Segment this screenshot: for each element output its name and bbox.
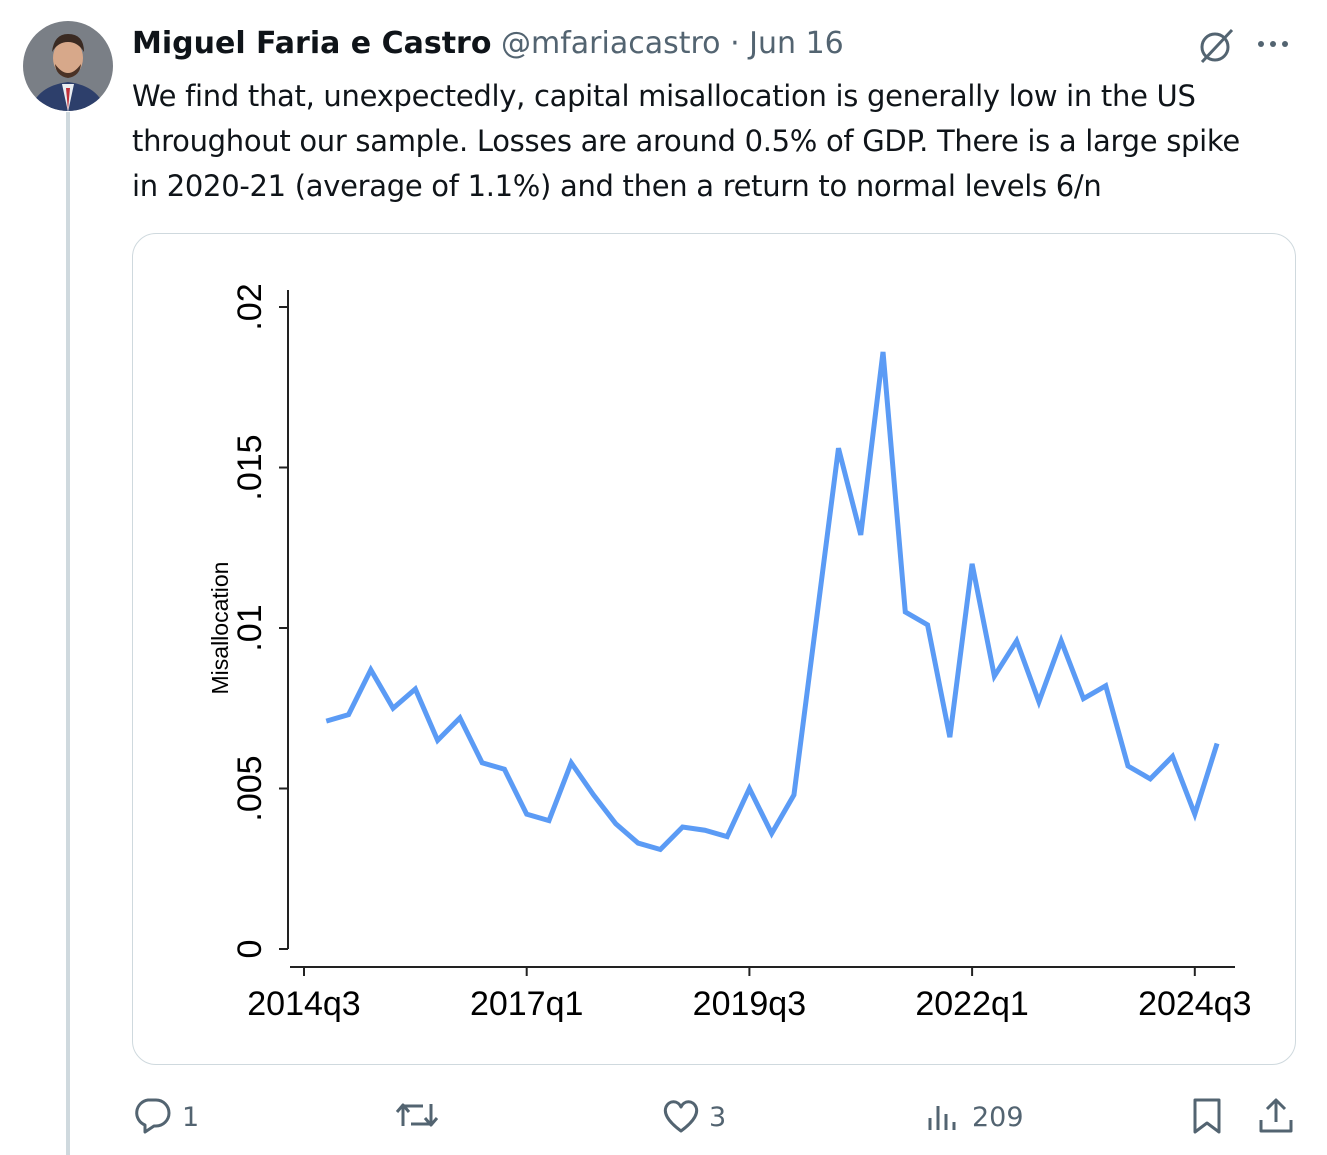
media-card[interactable] — [132, 233, 1296, 1065]
avatar[interactable] — [22, 20, 114, 112]
y-tick-label: .01 — [231, 604, 269, 651]
grok-icon[interactable] — [1196, 26, 1236, 66]
reply-icon[interactable] — [132, 1096, 172, 1136]
thread-line — [66, 112, 70, 1155]
y-tick-label: .005 — [231, 755, 269, 821]
x-tick-label: 2024q3 — [1138, 985, 1251, 1023]
data-line — [325, 351, 1220, 853]
y-tick-label: .015 — [231, 434, 269, 500]
more-icon[interactable] — [1256, 34, 1296, 54]
x-tick-label: 2014q3 — [247, 985, 360, 1023]
reply-count: 1 — [182, 1102, 200, 1133]
y-axis-label: Misallocation — [207, 562, 233, 695]
text-line: We find that, unexpectedly, capital misa… — [132, 79, 1196, 113]
date[interactable]: Jun 16 — [749, 26, 844, 61]
x-tick-label: 2019q3 — [693, 985, 806, 1023]
x-tick-label: 2017q1 — [470, 985, 583, 1023]
tweet-header: Miguel Faria e Castro @mfariacastro · Ju… — [132, 26, 844, 61]
separator: · — [730, 26, 740, 61]
like-icon[interactable] — [662, 1098, 702, 1134]
retweet-icon[interactable] — [395, 1096, 439, 1136]
y-tick-label: 0 — [231, 940, 269, 959]
x-tick-label: 2022q1 — [915, 985, 1028, 1023]
share-icon[interactable] — [1256, 1096, 1296, 1136]
view-count: 209 — [972, 1102, 1024, 1133]
views-icon[interactable] — [926, 1100, 962, 1134]
handle[interactable]: @mfariacastro — [501, 26, 721, 61]
bookmark-icon[interactable] — [1190, 1096, 1224, 1136]
tweet-text: We find that, unexpectedly, capital misa… — [132, 74, 1240, 209]
author-name[interactable]: Miguel Faria e Castro — [132, 26, 492, 61]
text-line: throughout our sample. Losses are around… — [132, 124, 1240, 158]
like-count: 3 — [709, 1102, 727, 1133]
y-tick-label: .02 — [231, 283, 269, 330]
text-line: in 2020-21 (average of 1.1%) and then a … — [132, 169, 1102, 203]
